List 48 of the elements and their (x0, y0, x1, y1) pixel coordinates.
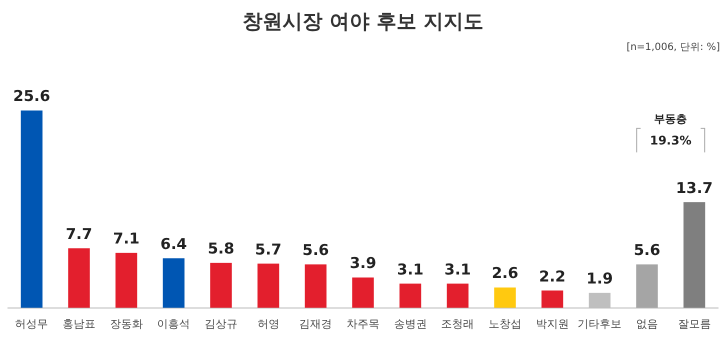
data-label: 7.1 (113, 230, 140, 248)
bar (542, 290, 564, 308)
data-label: 7.7 (66, 224, 92, 243)
bar (636, 264, 658, 308)
bar (20, 110, 42, 308)
bar (162, 258, 184, 308)
bar (494, 287, 516, 308)
data-label: 1.9 (586, 270, 613, 288)
bar (446, 284, 468, 308)
x-tick-label: 박지원 (536, 317, 569, 330)
bar (352, 277, 374, 308)
data-label: 2.2 (539, 267, 566, 286)
data-label: 3.9 (350, 254, 376, 272)
data-label: 5.6 (302, 241, 329, 260)
x-tick-label: 허성무 (15, 317, 48, 330)
bar (116, 252, 138, 308)
bar (684, 202, 706, 308)
data-label: 13.7 (676, 178, 713, 197)
x-tick-label: 조청래 (441, 317, 474, 330)
bar (258, 264, 280, 308)
x-tick-label: 김재경 (299, 317, 332, 330)
annotation: 19.3% (650, 133, 692, 148)
x-tick-label: 잘모름 (678, 317, 711, 330)
x-tick-label: 이흥석 (157, 317, 190, 330)
x-tick-label: 차주목 (346, 317, 380, 330)
data-label: 5.7 (255, 240, 282, 258)
data-label: 5.8 (208, 240, 234, 258)
text: [n=1,006, 단위: %] (626, 41, 720, 54)
x-tick-label: 허영 (257, 317, 280, 330)
data-label: 25.6 (13, 87, 50, 106)
bar (210, 262, 232, 308)
data-label: 3.1 (444, 260, 471, 278)
x-tick-label: 없음 (636, 317, 658, 330)
bar (304, 264, 326, 308)
chart-title: 창원시장 여야 후보 지지도 (242, 8, 484, 35)
data-label: 6.4 (160, 234, 187, 253)
data-label: 3.1 (397, 260, 424, 278)
x-tick-label: 장동화 (110, 317, 143, 330)
x-tick-label: 노창섭 (488, 317, 522, 330)
x-tick-label: 기타후보 (578, 317, 622, 330)
x-tick-label: 김상규 (204, 317, 238, 330)
annotation: 부동층 (654, 112, 688, 126)
bar (68, 248, 90, 308)
x-tick-label: 홍남표 (62, 317, 96, 330)
x-tick-label: 송병권 (394, 317, 427, 330)
data-label: 5.6 (634, 241, 660, 260)
bar (400, 284, 422, 308)
data-label: 2.6 (492, 264, 518, 282)
